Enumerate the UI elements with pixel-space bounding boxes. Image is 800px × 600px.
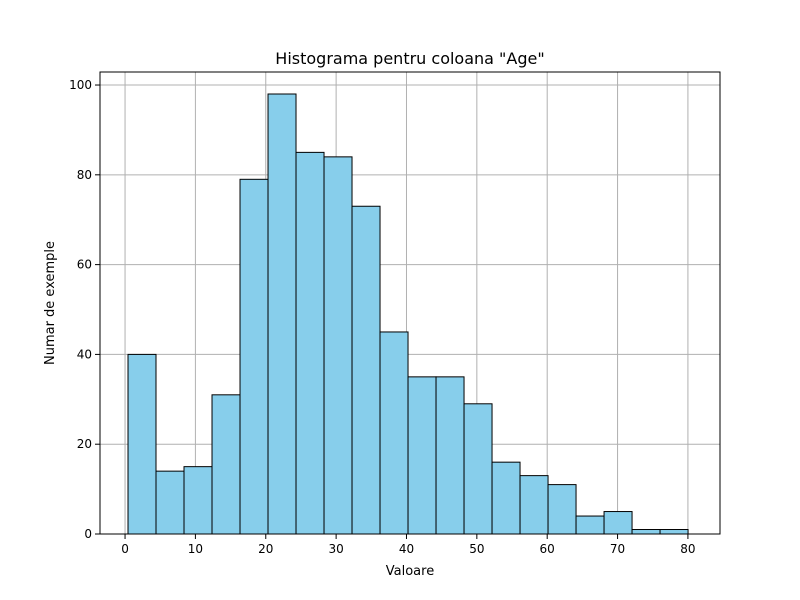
plot-frame — [99, 71, 721, 535]
x-tick-label: 30 — [328, 542, 343, 556]
histogram-bar — [211, 394, 241, 535]
chart-title: Histograma pentru coloana "Age" — [275, 49, 544, 68]
histogram-bar — [407, 376, 437, 535]
histogram-bar — [155, 470, 185, 535]
histogram-bar — [463, 403, 493, 535]
y-axis-ticks: 0 20 40 60 80 100 — [69, 78, 100, 541]
grid-lines — [100, 72, 720, 535]
x-tick-label: 50 — [469, 542, 484, 556]
x-tick-label: 60 — [540, 542, 555, 556]
histogram-bar — [323, 156, 353, 535]
x-tick-label: 10 — [188, 542, 203, 556]
histogram-bar — [183, 466, 213, 535]
y-tick-label: 100 — [69, 78, 92, 92]
histogram-bar — [491, 461, 521, 535]
histogram-bar — [659, 529, 689, 535]
x-tick-label: 40 — [399, 542, 414, 556]
histogram-bar — [127, 353, 157, 535]
y-tick-label: 40 — [77, 347, 92, 361]
histogram-bar — [519, 475, 549, 535]
x-tick-label: 20 — [258, 542, 273, 556]
histogram-bar — [435, 376, 465, 535]
histogram-bar — [267, 93, 297, 535]
histogram-bar — [631, 529, 661, 535]
x-axis-label: Valoare — [386, 564, 434, 579]
x-tick-label: 80 — [680, 542, 695, 556]
y-tick-label: 0 — [84, 527, 92, 541]
y-tick-label: 20 — [77, 437, 92, 451]
histogram-bar — [239, 178, 269, 535]
histogram-bar — [603, 511, 633, 535]
y-tick-label: 80 — [77, 168, 92, 182]
x-axis-ticks: 0 10 20 30 40 50 60 70 80 — [121, 534, 696, 556]
histogram-bar — [379, 331, 409, 535]
y-axis-label: Numar de exemple — [43, 241, 58, 365]
histogram-bar — [351, 205, 381, 535]
histogram-bar — [295, 151, 325, 535]
histogram-bar — [575, 515, 605, 535]
x-tick-label: 70 — [610, 542, 625, 556]
y-tick-label: 60 — [77, 258, 92, 272]
x-tick-label: 0 — [121, 542, 129, 556]
histogram-bars — [127, 93, 689, 535]
histogram-bar — [547, 484, 577, 535]
